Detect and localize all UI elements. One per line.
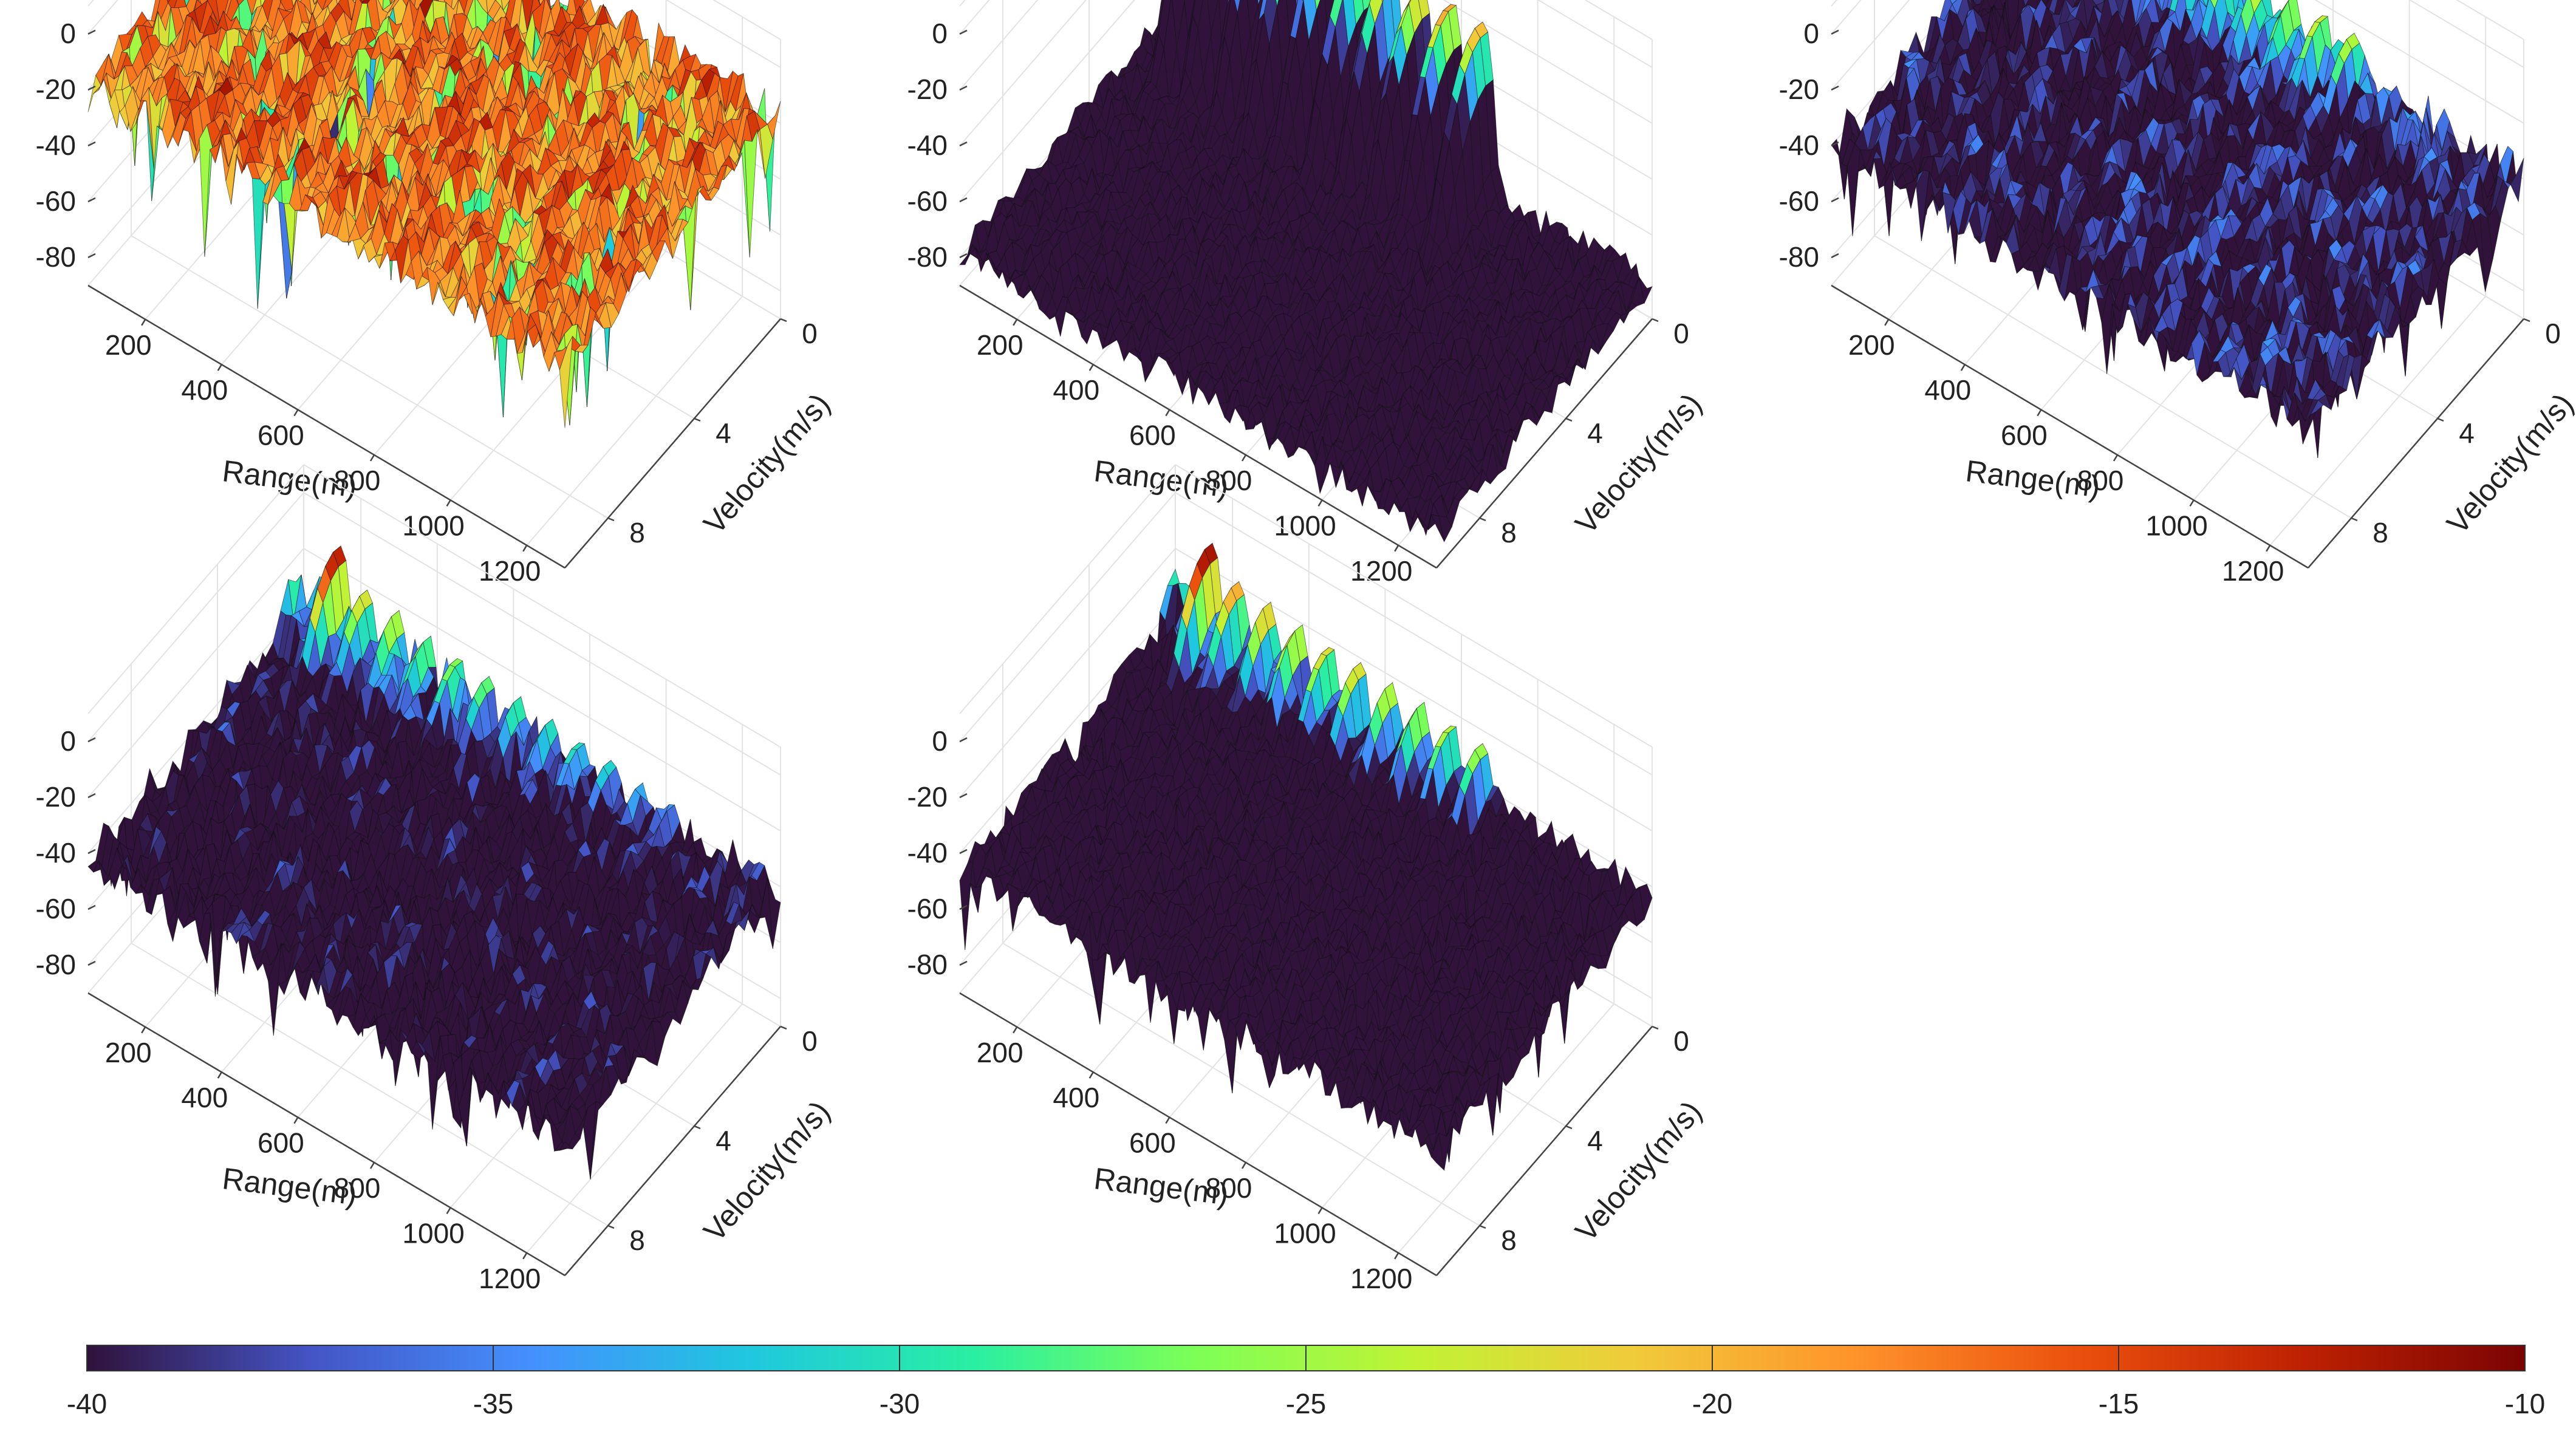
gridline (526, 296, 743, 546)
gridline (449, 250, 667, 501)
range-tick-label: 200 (105, 329, 152, 361)
range-tick-label: 400 (181, 374, 228, 406)
z-tick-label: 0 (60, 18, 76, 49)
range-tick-label: 1200 (479, 555, 541, 587)
surface-plot-interfered: Interfered0-20-40-60-8020040060080010001… (36, 0, 836, 587)
range-tick-label: 600 (258, 420, 304, 451)
z-tick-label: -80 (36, 241, 76, 273)
box-edge (959, 0, 966, 7)
z-tick-label: -20 (36, 73, 76, 105)
z-tick-label: -40 (36, 129, 76, 161)
z-tick-label: -60 (36, 185, 76, 217)
range-tick-label: 1000 (402, 510, 464, 541)
velocity-tick-label: 0 (802, 318, 818, 349)
range-axis-label: Range(m) (220, 454, 358, 504)
range-tick (217, 364, 222, 371)
velocity-tick-label: 4 (716, 417, 731, 449)
velocity-tick (780, 318, 787, 323)
range-tick (369, 454, 375, 462)
velocity-axis (564, 318, 781, 568)
velocity-axis-label: Velocity(m/s) (697, 387, 836, 541)
range-tick (293, 409, 299, 417)
gridline (131, 235, 609, 519)
gridline (665, 0, 781, 68)
range-tick (446, 499, 451, 507)
surface-mesh (87, 0, 781, 428)
velocity-tick (694, 417, 701, 422)
gridline (959, 0, 990, 35)
surface-plot-truth: Truth0-20-40-60-8020040060080010001200Ra… (907, 0, 1708, 587)
velocity-tick (607, 517, 615, 522)
range-tick (141, 319, 146, 326)
velocity-tick-label: 8 (629, 517, 645, 548)
range-tick (522, 545, 528, 552)
